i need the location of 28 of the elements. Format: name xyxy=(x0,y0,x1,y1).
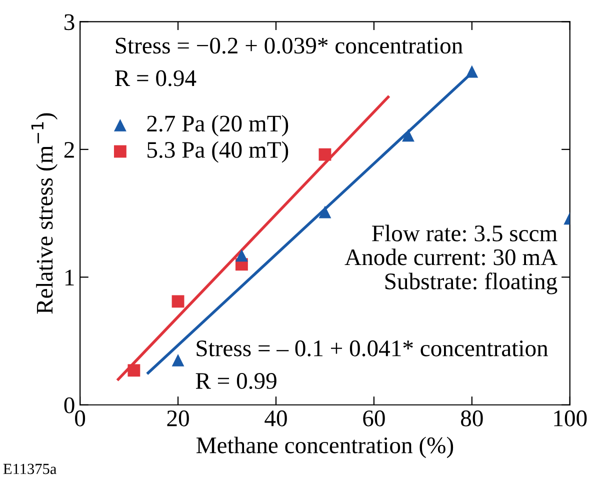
annotation: Flow rate: 3.5 sccm Anode current: 30 mA Substrate: floating xyxy=(344,224,558,294)
point xyxy=(128,364,140,377)
y-tick-label: 3 xyxy=(64,14,74,30)
point xyxy=(402,129,414,142)
text: E11375a xyxy=(3,464,56,474)
x-axis-title: Methane concentration (%) xyxy=(196,436,454,458)
annotation: R = 0.99 xyxy=(196,372,276,390)
y-tick-label: 2 xyxy=(64,142,74,158)
x-tick-label: 0 xyxy=(75,410,86,426)
x-tick-label: 60 xyxy=(363,410,385,426)
point xyxy=(318,206,332,218)
y-tick-label: 1 xyxy=(65,270,74,286)
point xyxy=(466,65,478,78)
y-axis-title: Relative stress (m$^{−1}$) xyxy=(31,113,58,314)
x-tick-label: 20 xyxy=(167,410,189,426)
point xyxy=(235,249,248,262)
point xyxy=(172,295,184,308)
x-tick-label: 80 xyxy=(461,410,483,426)
y-tick-label: 0 xyxy=(64,397,74,414)
point xyxy=(318,148,332,161)
annotation: R = 0.94 xyxy=(115,70,196,86)
x-tick-label: 40 xyxy=(264,410,287,426)
x-tick-label: 100 xyxy=(554,410,587,426)
annotation: Stress = −0.2 + 0.039* concentration xyxy=(116,38,463,54)
legend-label: 2.7 Pa (20 mT) xyxy=(147,115,288,136)
legend-label: 5.3 Pa (40 mT) xyxy=(148,141,288,163)
point xyxy=(172,354,184,366)
annotation: Stress = – 0.1 + 0.041* concentration xyxy=(196,340,548,356)
